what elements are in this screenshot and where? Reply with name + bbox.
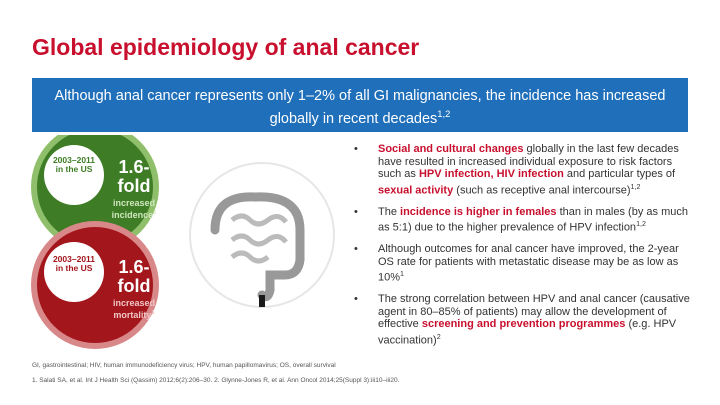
badge-text: 2003–2011 in the US	[52, 155, 96, 174]
stat-label-text: increased mortality	[112, 298, 156, 320]
text: Although outcomes for anal cancer have i…	[378, 243, 679, 284]
slide-title: Global epidemiology of anal cancer	[32, 34, 420, 60]
banner: Although anal cancer represents only 1–2…	[32, 78, 688, 132]
text: globally in the last few decades have re…	[378, 143, 679, 180]
references: 1. Salati SA, et al. Int J Health Sci (Q…	[32, 377, 400, 384]
bullet: The incidence is higher in females than …	[352, 206, 697, 235]
badge	[44, 145, 104, 205]
stat-ref: 1	[151, 310, 155, 316]
bullet-list: Social and cultural changes globally in …	[352, 143, 697, 356]
text: The strong correlation between HPV and a…	[378, 293, 690, 331]
text: The	[378, 205, 401, 218]
text: (e.g. HPV vaccination)	[378, 318, 677, 347]
stat-label: increased mortality1	[104, 298, 164, 320]
emphasis: sexual activity	[378, 184, 454, 197]
stat: 1.6-fold	[117, 257, 151, 296]
ref: 2	[436, 332, 441, 341]
ref: 1	[400, 270, 405, 279]
stat: 1.6-fold	[117, 157, 151, 196]
ref: 1,2	[636, 220, 646, 229]
text: (such as receptive anal intercourse)	[453, 184, 631, 197]
bullet: Although outcomes for anal cancer have i…	[352, 243, 697, 284]
stat-label-text: increased incidence	[111, 198, 156, 220]
intestine	[230, 213, 288, 264]
banner-text: Although anal cancer represents only 1–2…	[54, 88, 666, 127]
abbreviations: GI, gastrointestinal; HIV, human immunod…	[32, 362, 336, 369]
badge-text: 2003–2011 in the US	[52, 254, 96, 273]
badge	[44, 242, 104, 302]
illustration	[31, 135, 335, 349]
body-outline	[189, 162, 335, 308]
banner-ref: 1,2	[437, 108, 451, 119]
emphasis: Social and cultural changes	[378, 143, 524, 155]
bullet: The strong correlation between HPV and a…	[352, 293, 697, 347]
stat-ref: 1	[153, 210, 157, 216]
ref: 1,2	[630, 182, 641, 191]
emphasis: screening and prevention programmes	[421, 318, 626, 331]
text: and particular types of	[563, 168, 676, 180]
colon	[210, 192, 305, 302]
stat-label: increased incidence1	[104, 198, 164, 220]
bullet: Social and cultural changes globally in …	[352, 143, 697, 197]
emphasis: HPV infection, HIV infection	[418, 168, 564, 180]
emphasis: incidence is higher in females	[400, 205, 557, 218]
text: than in males (by as much as 5:1) due to…	[378, 205, 688, 234]
